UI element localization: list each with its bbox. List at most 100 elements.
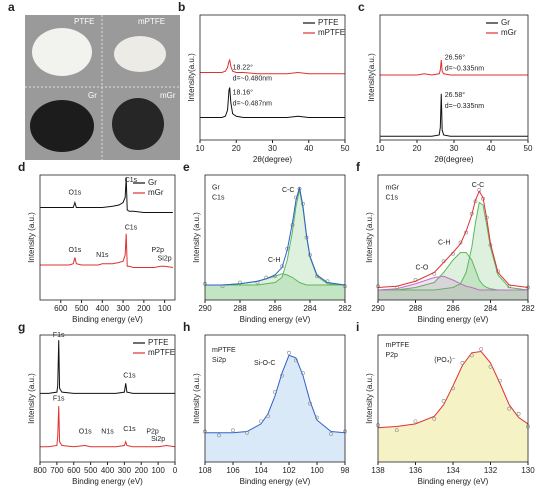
- series-line: [200, 58, 345, 75]
- data-point: [329, 432, 333, 436]
- series-line: [205, 354, 346, 434]
- annotation: d=~0.335nm: [445, 103, 484, 110]
- data-point: [217, 433, 221, 438]
- x-tick-label: 130: [521, 466, 535, 475]
- annotation: 26.58°: [445, 91, 466, 99]
- data-point: [308, 401, 312, 406]
- x-tick-label: 50: [524, 144, 533, 153]
- data-point: [441, 399, 446, 403]
- data-point: [469, 353, 474, 358]
- y-axis-label: Intensity(a.u.): [187, 53, 196, 102]
- annotation: Gr: [212, 184, 220, 191]
- peak-area: [205, 355, 345, 462]
- x-tick-label: 600: [67, 466, 81, 475]
- data-point: [297, 186, 302, 191]
- x-tick-label: 20: [232, 144, 241, 153]
- x-tick-label: 200: [137, 304, 151, 313]
- annotation: C-C: [472, 182, 484, 189]
- data-point: [413, 419, 418, 424]
- axes-frame: [377, 174, 529, 301]
- data-point: [294, 358, 298, 363]
- x-tick-label: 102: [282, 466, 296, 475]
- photo: a PTFE mPTFE Gr mGr: [8, 0, 180, 160]
- series-line: [377, 190, 529, 288]
- annotation: O1s: [68, 247, 81, 254]
- x-tick-label: 100: [310, 466, 324, 475]
- series-line: [40, 233, 173, 268]
- series-line: [377, 350, 529, 429]
- annotation: C-H: [268, 257, 280, 264]
- x-tick-label: 286: [268, 304, 282, 313]
- panel-letter: a: [8, 0, 15, 14]
- annotation: Si2p: [212, 357, 226, 364]
- data-point: [266, 414, 270, 419]
- y-axis-label: Intensity(a.u.): [367, 53, 376, 102]
- x-tick-label: 500: [75, 304, 89, 313]
- legend-label: PTFE: [318, 18, 338, 27]
- series-line: [380, 59, 528, 76]
- peak-area: [378, 351, 528, 462]
- panel-letter: c: [358, 0, 365, 14]
- x-axis-label: Binding energy (eV): [240, 477, 311, 486]
- annotation: C1s: [125, 177, 138, 184]
- x-tick-label: 40: [304, 144, 313, 153]
- data-point: [245, 430, 249, 435]
- panel-letter: i: [356, 320, 359, 334]
- peak-area: [205, 273, 345, 300]
- legend-label: mGr: [148, 188, 164, 197]
- photo-label: Gr: [88, 91, 97, 100]
- panel-letter: f: [356, 160, 361, 174]
- annotation: C-H: [438, 239, 450, 246]
- annotation: 18.16°: [233, 88, 254, 96]
- annotation: C-C: [282, 187, 294, 194]
- x-tick-label: 500: [84, 466, 98, 475]
- data-point: [497, 378, 502, 383]
- data-point: [273, 390, 277, 395]
- data-point: [488, 364, 493, 369]
- axes-frame: [204, 174, 346, 301]
- x-tick-label: 138: [371, 466, 385, 475]
- x-tick-label: 290: [198, 304, 212, 313]
- x-tick-label: 20: [413, 144, 422, 153]
- gr-powder: [30, 100, 94, 152]
- axes-frame: [379, 14, 529, 141]
- y-axis-label: Intensity (a.u.): [365, 212, 374, 263]
- annotation: Si2p: [151, 436, 165, 443]
- x-axis-label: Binding energy (eV): [240, 315, 311, 324]
- legend-label: mPTFE: [318, 28, 345, 37]
- x-tick-label: 300: [118, 466, 132, 475]
- chart: g 800 700 600 500 400 300 200 100 0 Binding energy…: [18, 320, 178, 486]
- y-axis-label: Intensity (a.u.): [192, 373, 201, 424]
- annotation: O1s: [79, 428, 92, 435]
- legend-label: PTFE: [148, 338, 168, 347]
- series-line: [40, 340, 175, 394]
- annotation: C1s: [123, 372, 136, 379]
- series-line: [40, 177, 173, 213]
- x-tick-label: 286: [446, 304, 460, 313]
- x-tick-label: 30: [450, 144, 459, 153]
- panel-letter: h: [183, 320, 190, 334]
- x-tick-label: 50: [341, 144, 350, 153]
- annotation: P2p: [146, 428, 159, 435]
- axes-frame: [199, 14, 346, 141]
- data-point: [394, 428, 399, 433]
- chart: d 600 500 400 300 200 100 Binding energy (eV) In…: [18, 160, 176, 324]
- annotation: Si2p: [158, 256, 172, 263]
- data-point: [432, 416, 437, 421]
- peak-area: [378, 202, 528, 300]
- series-line: [378, 252, 528, 291]
- legend-label: Gr: [148, 178, 157, 187]
- legend-label: mGr: [501, 28, 517, 37]
- x-axis-label: 2θ(degree): [253, 155, 292, 164]
- series-line: [40, 406, 176, 448]
- plot-area: [200, 58, 345, 118]
- annotation: O1s: [68, 189, 81, 196]
- axes-frame: [377, 334, 529, 463]
- x-tick-label: 10: [196, 144, 205, 153]
- data-point: [507, 406, 512, 411]
- annotation: 26.56°: [445, 53, 466, 61]
- x-tick-label: 282: [338, 304, 352, 313]
- ptfe-powder: [32, 28, 92, 76]
- series-line: [377, 275, 528, 291]
- annotation: P2p: [386, 352, 399, 359]
